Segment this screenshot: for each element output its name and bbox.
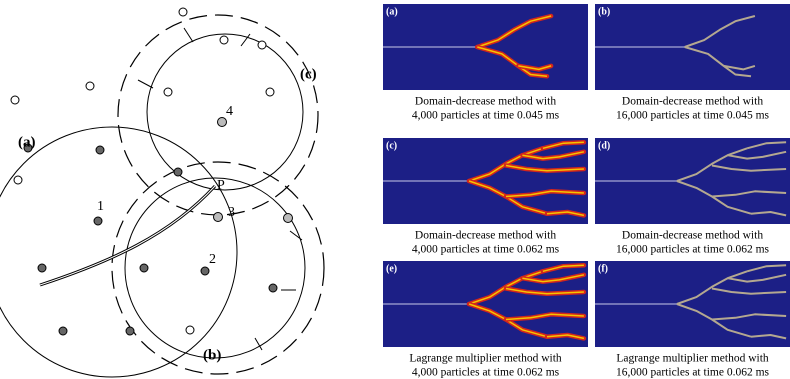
region-label: (b) [203, 347, 221, 363]
caption-line: 4,000 particles at time 0.062 ms [412, 244, 560, 256]
particle [174, 168, 182, 176]
caption-line: Lagrange multiplier method with [409, 353, 562, 365]
particle [14, 176, 22, 184]
particle-label: 4 [226, 104, 233, 119]
particle [140, 264, 148, 272]
caption-line: 16,000 particles at time 0.062 ms [616, 244, 770, 256]
region-label: (c) [300, 66, 317, 82]
caption-line: Domain-decrease method with [622, 230, 763, 242]
particle [11, 96, 19, 104]
particle [59, 327, 67, 335]
filled-particles [24, 144, 277, 335]
panel-label: (f) [598, 263, 608, 274]
caption-line: Domain-decrease method with [415, 96, 556, 108]
particle [214, 213, 223, 222]
particle [201, 267, 209, 275]
circle-b [125, 178, 305, 358]
diagram-labels: (a) (b) (c) 1 2 3 4 P [18, 66, 317, 363]
page: (a) (b) (c) 1 2 3 4 P (a) Domain-decrease… [0, 0, 790, 379]
particle [96, 146, 104, 154]
particle [284, 214, 293, 223]
region-label: (a) [18, 134, 36, 150]
caption-line: 16,000 particles at time 0.062 ms [616, 367, 770, 379]
circle-a [0, 127, 237, 377]
panel: (a) Domain-decrease method with 4,000 part… [383, 4, 588, 122]
panel-label: (c) [386, 140, 397, 151]
particle-label: 1 [97, 199, 104, 214]
panel: (f) Lagrange multiplier method with 16,000… [595, 261, 790, 379]
particle [258, 41, 266, 49]
caption-line: 4,000 particles at time 0.045 ms [412, 110, 560, 122]
crack-line [40, 186, 215, 285]
point-label: P [217, 178, 225, 193]
caption-line: Domain-decrease method with [415, 230, 556, 242]
arrow [184, 28, 193, 42]
crack-line-inner [40, 186, 215, 285]
panel-label: (e) [386, 263, 397, 274]
panel-label: (d) [598, 140, 610, 151]
particle-label: 2 [209, 252, 216, 267]
panel: (e) Lagrange multiplier method with 4,000 … [383, 261, 588, 379]
open-particles [11, 8, 274, 334]
particle [179, 8, 187, 16]
caption-line: 4,000 particles at time 0.062 ms [412, 367, 560, 379]
panel-label: (a) [386, 6, 398, 17]
arrow [138, 80, 153, 88]
particle [126, 327, 134, 335]
particle [38, 264, 46, 272]
particle-label: 3 [228, 205, 235, 220]
caption-line: Domain-decrease method with [622, 96, 763, 108]
particle [86, 82, 94, 90]
caption-line: 16,000 particles at time 0.045 ms [616, 110, 770, 122]
particle [164, 88, 172, 96]
particle-diagram [0, 8, 324, 377]
circle-c [147, 34, 303, 190]
particle [266, 88, 274, 96]
figure: (a) (b) (c) 1 2 3 4 P (a) Domain-decrease… [0, 0, 790, 379]
panel: (b) Domain-decrease method with 16,000 par… [595, 4, 790, 122]
particle [94, 217, 102, 225]
particle [220, 36, 228, 44]
panel: (c) Domain-decrease method with 4,000 part… [383, 138, 588, 256]
caption-line: Lagrange multiplier method with [616, 353, 769, 365]
arrow [290, 231, 302, 240]
panel: (d) Domain-decrease method with 16,000 par… [595, 138, 790, 256]
particle [269, 284, 277, 292]
panel-label: (b) [598, 6, 610, 17]
particle [186, 326, 194, 334]
